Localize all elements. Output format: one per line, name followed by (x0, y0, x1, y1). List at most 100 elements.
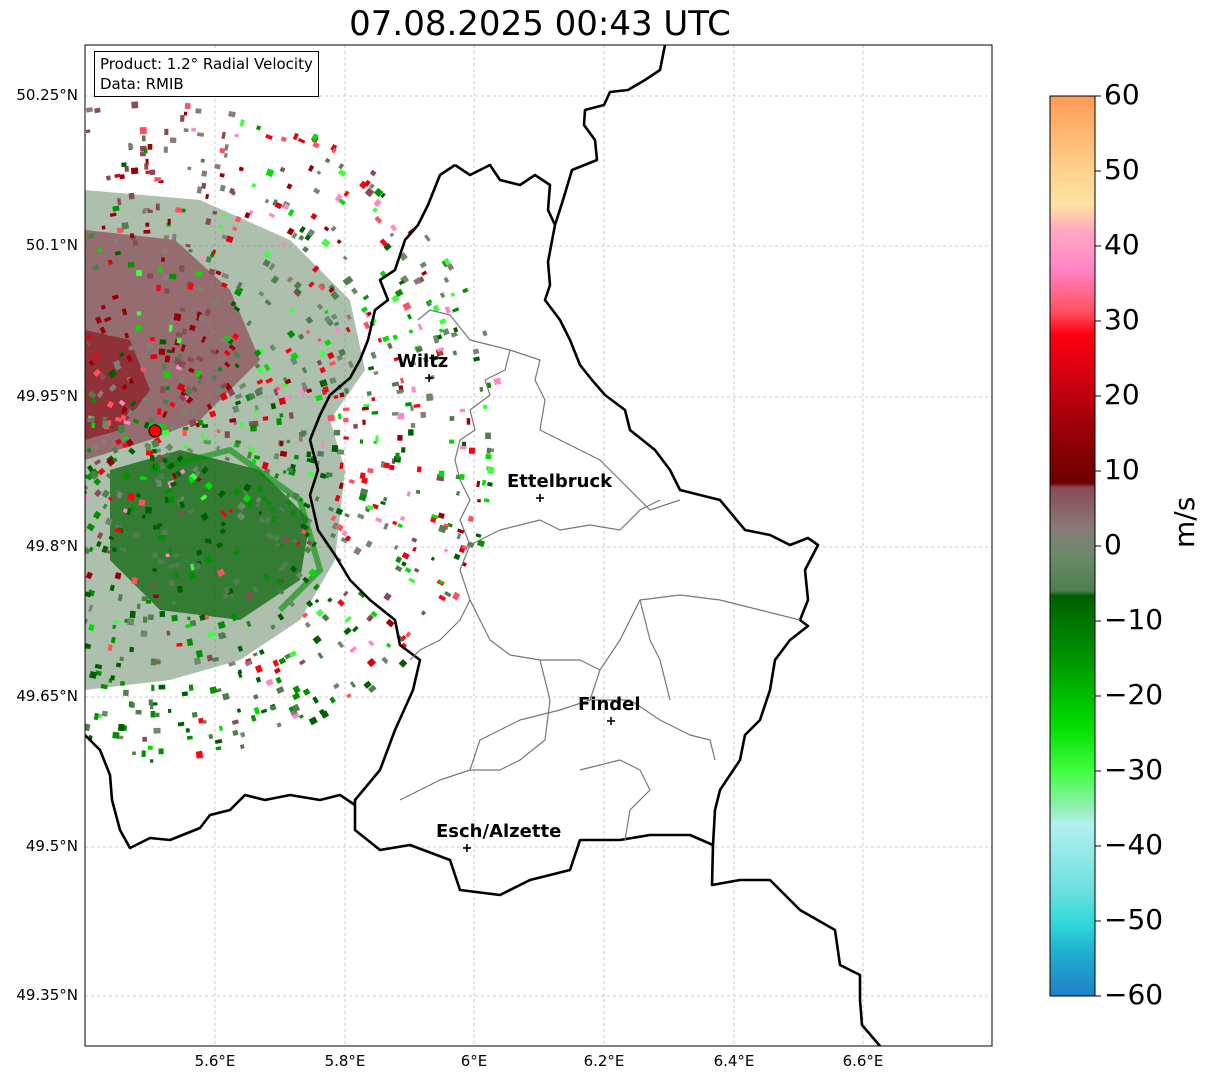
echo-pixel (297, 137, 306, 144)
city-label-wiltz: Wiltz (397, 351, 449, 372)
echo-pixel (161, 529, 168, 536)
echo-pixel (254, 405, 259, 411)
echo-pixel (212, 656, 220, 663)
city-marker (425, 374, 433, 382)
echo-pixel (121, 308, 128, 316)
echo-pixel (139, 151, 146, 157)
echo-pixel (86, 464, 94, 473)
echo-pixel (86, 334, 92, 340)
echo-pixel (289, 307, 296, 314)
echo-pixel (173, 313, 182, 322)
echo-pixel (155, 203, 160, 211)
echo-pixel (307, 164, 315, 172)
echo-pixel (364, 187, 375, 198)
echo-receding-strong (85, 330, 150, 440)
echo-pixel (206, 654, 214, 662)
echo-pixel (216, 429, 221, 433)
echo-pixel (169, 137, 177, 144)
echo-pixel (314, 598, 320, 604)
echo-pixel (206, 403, 213, 410)
city-markers (425, 374, 615, 852)
echo-pixel (235, 442, 240, 448)
echo-pixel (85, 474, 90, 480)
echo-pixel (397, 523, 403, 529)
echo-pixel (92, 510, 102, 520)
echo-pixel (252, 694, 259, 700)
echo-pixel (215, 746, 222, 751)
echo-pixel (302, 688, 311, 696)
echo-pixel (85, 591, 92, 598)
echo-pixel (245, 500, 254, 509)
echo-pixel (423, 356, 429, 363)
echo-pixel (154, 463, 158, 469)
echo-pixel (214, 738, 223, 745)
echo-pixel (305, 600, 314, 608)
echo-pixel (344, 275, 354, 285)
echo-pixel (308, 281, 315, 288)
echo-pixel (105, 472, 113, 480)
echo-pixel (274, 201, 283, 210)
echo-pixel (189, 324, 196, 332)
echo-pixel (189, 619, 197, 627)
echo-pixel (448, 439, 455, 444)
echo-pixel (373, 198, 382, 208)
echo-pixel (91, 264, 100, 271)
echo-pixel (190, 563, 195, 571)
echo-approaching-zone (110, 450, 310, 620)
echo-pixel (176, 331, 183, 338)
radar-site-marker (148, 424, 162, 438)
echo-pixel (228, 661, 236, 667)
echo-pixel (124, 165, 130, 172)
echo-pixel (109, 584, 115, 592)
echo-pixel (149, 169, 156, 175)
echo-pixel (129, 610, 136, 619)
echo-pixel (241, 488, 249, 496)
echo-pixel (358, 492, 368, 502)
echo-pixel (172, 552, 180, 559)
echo-pixel (258, 649, 265, 656)
echo-pixel (111, 446, 119, 454)
echo-pixel (149, 455, 155, 462)
echo-pixel (398, 279, 405, 286)
echo-pixel (219, 392, 229, 402)
echo-pixel (258, 510, 263, 516)
echo-pixel (344, 535, 352, 542)
echo-pixel (348, 478, 355, 485)
echo-pixel (147, 144, 153, 150)
echo-pixel (148, 614, 154, 620)
echo-pixel (343, 417, 349, 423)
echo-pixel (342, 255, 348, 261)
echo-pixel (161, 363, 167, 370)
echo-pixel (252, 585, 259, 594)
echo-pixel (111, 294, 119, 301)
echo-pixel (334, 193, 343, 202)
colorbar-tick-label: 0 (1104, 528, 1122, 561)
lat-label: 50.25°N (16, 86, 78, 104)
echo-pixel (202, 719, 207, 724)
echo-pixel (219, 147, 226, 154)
echo-pixel (264, 198, 270, 204)
echo-pixel (251, 458, 257, 465)
echo-pixel (92, 368, 101, 377)
echo-pixel (334, 494, 341, 502)
echo-pixel (234, 363, 240, 369)
echo-pixel (304, 532, 310, 538)
echo-pixel (261, 461, 269, 470)
echo-pixel (350, 287, 359, 295)
echo-pixel (188, 571, 196, 580)
echo-pixel (129, 233, 135, 239)
echo-pixel (305, 329, 311, 335)
echo-pixel (479, 386, 484, 392)
echo-pixel (106, 457, 115, 467)
echo-pixel (185, 623, 192, 629)
echo-pixel (444, 591, 452, 598)
echo-pixel (329, 696, 336, 704)
echo-pixel (106, 175, 111, 181)
echo-pixel (431, 514, 439, 520)
echo-pixel (372, 207, 378, 213)
echo-pixel (165, 443, 174, 452)
echo-pixel (260, 708, 268, 714)
echo-pixel (117, 593, 123, 602)
echo-pixel (97, 467, 106, 476)
echo-pixel (269, 705, 277, 711)
